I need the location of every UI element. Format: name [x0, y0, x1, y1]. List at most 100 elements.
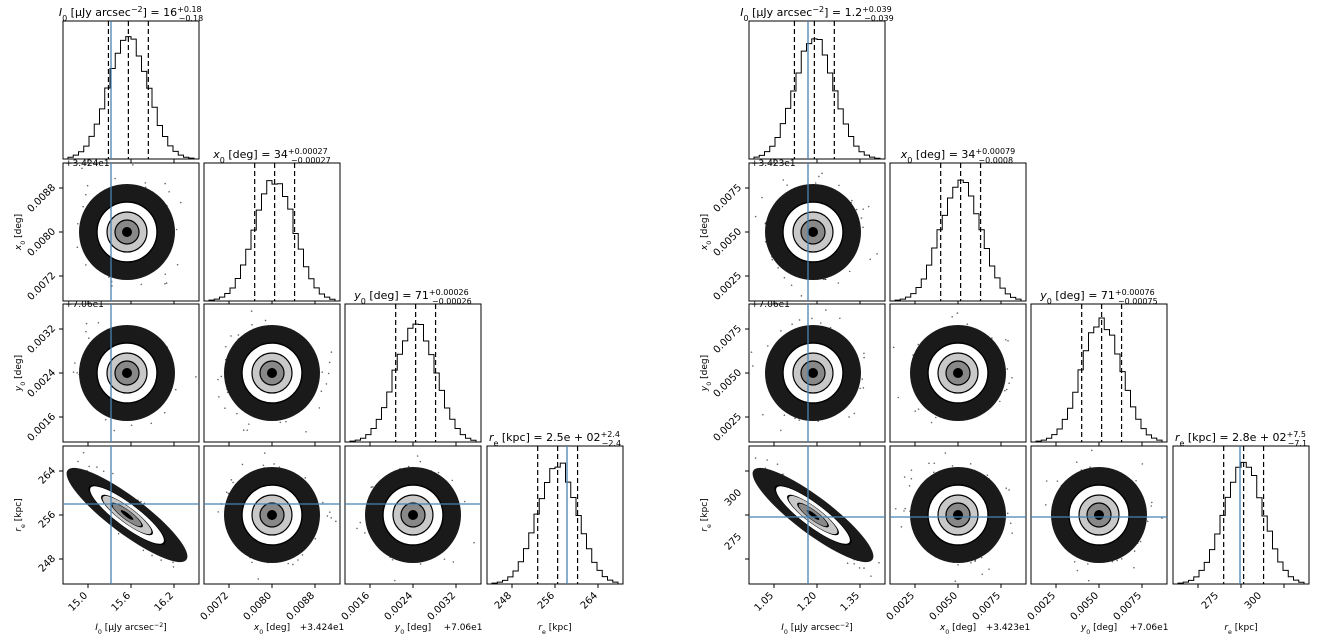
histogram-steps — [67, 36, 195, 159]
sample-point — [301, 554, 304, 556]
sample-point — [1056, 480, 1059, 482]
sample-point — [230, 479, 233, 481]
histogram-3-3 — [1172, 445, 1310, 588]
x-axis-label: y0 [deg] — [394, 623, 431, 636]
sample-point — [1135, 479, 1137, 482]
sample-point — [77, 460, 79, 463]
sample-point — [981, 573, 984, 576]
x-tick-label: 300 — [1243, 590, 1264, 611]
sample-point — [910, 477, 913, 480]
sample-point — [164, 273, 167, 275]
sample-point — [108, 276, 110, 278]
sample-point — [863, 567, 865, 569]
x-offset-label: +3.423e1 — [986, 623, 1031, 633]
histogram-steps — [753, 38, 881, 159]
sample-point — [986, 474, 989, 476]
sample-point — [225, 491, 228, 494]
sample-point — [966, 323, 969, 325]
x-tick-label: 0.0072 — [199, 590, 232, 623]
sample-point — [980, 556, 983, 559]
sample-point — [81, 167, 83, 170]
sample-point — [262, 464, 265, 467]
sample-point — [473, 541, 475, 544]
sample-point — [370, 486, 373, 488]
sample-point — [910, 469, 913, 471]
sample-point — [164, 282, 166, 285]
sample-point — [878, 561, 880, 564]
sample-point — [85, 330, 87, 333]
sample-point — [766, 459, 768, 461]
density-2-0 — [59, 303, 200, 446]
density-blob — [224, 467, 320, 563]
density-blob — [1051, 467, 1147, 563]
x-axis-label: re [kpc] — [538, 623, 571, 636]
density-blob — [79, 184, 175, 280]
y-tick-label: 300 — [723, 487, 744, 508]
x-offset-label: +7.06e1 — [1130, 623, 1169, 633]
sample-point — [320, 390, 323, 392]
sample-point — [326, 515, 329, 517]
histogram-0-0 — [62, 20, 200, 163]
sample-point — [974, 560, 976, 562]
sample-point — [372, 486, 374, 488]
sample-point — [165, 282, 168, 284]
sample-point — [451, 479, 454, 482]
density-2-0 — [745, 303, 886, 446]
y-tick-label: 248 — [37, 553, 58, 574]
sample-point — [777, 267, 779, 269]
sample-point — [863, 352, 865, 355]
sample-point — [1133, 566, 1135, 569]
sample-point — [1005, 487, 1008, 490]
sample-point — [820, 322, 822, 324]
sample-point — [305, 430, 307, 433]
contour-core — [120, 510, 134, 520]
sample-point — [172, 561, 174, 564]
sample-point — [754, 457, 757, 459]
sample-point — [263, 452, 266, 454]
y-axis-label: y0 [deg] — [14, 355, 27, 392]
x-axis-label: re [kpc] — [1224, 623, 1257, 636]
x-tick-label: 1.20 — [796, 590, 820, 614]
sample-point — [1004, 338, 1007, 341]
sample-point — [917, 408, 920, 410]
sample-point — [861, 378, 864, 380]
sample-point — [140, 500, 142, 503]
sample-point — [391, 559, 394, 561]
density-3-2 — [1030, 445, 1168, 588]
sample-point — [848, 416, 850, 418]
sample-point — [794, 417, 796, 420]
sample-point — [232, 481, 234, 484]
sample-point — [443, 558, 446, 560]
x-tick-label: 264 — [579, 590, 600, 611]
histogram-2-2 — [1030, 303, 1168, 446]
histogram-1-1 — [203, 162, 341, 305]
sample-point — [776, 463, 779, 465]
sample-point — [800, 295, 803, 297]
sample-point — [1091, 449, 1093, 452]
sample-point — [1045, 480, 1048, 482]
sample-point — [1075, 461, 1078, 463]
sample-point — [86, 184, 89, 187]
sample-point — [900, 526, 903, 528]
sample-point — [140, 283, 143, 286]
y-offset-label: +3.424e1 — [65, 159, 110, 169]
sample-point — [829, 326, 832, 329]
sample-point — [330, 351, 333, 353]
x-tick-label: 1.35 — [839, 590, 863, 614]
sample-point — [870, 575, 872, 577]
sample-point — [1011, 376, 1013, 379]
sample-point — [798, 419, 801, 421]
sample-point — [954, 580, 957, 583]
title-re: re [kpc] = 2.5e + 02+2.4 −2.4 — [489, 430, 621, 448]
sample-point — [82, 205, 84, 208]
title-y0: y0 [deg] = 71+0.00026 −0.00026 — [353, 288, 471, 306]
sample-point — [862, 387, 865, 389]
sample-point — [1076, 569, 1079, 572]
x-tick-label: 0.0075 — [1112, 590, 1145, 623]
sample-point — [1161, 517, 1163, 519]
density-3-1 — [889, 445, 1027, 588]
y-tick-label: 0.0088 — [26, 182, 59, 215]
contour-core — [808, 368, 818, 378]
sample-point — [811, 317, 813, 320]
